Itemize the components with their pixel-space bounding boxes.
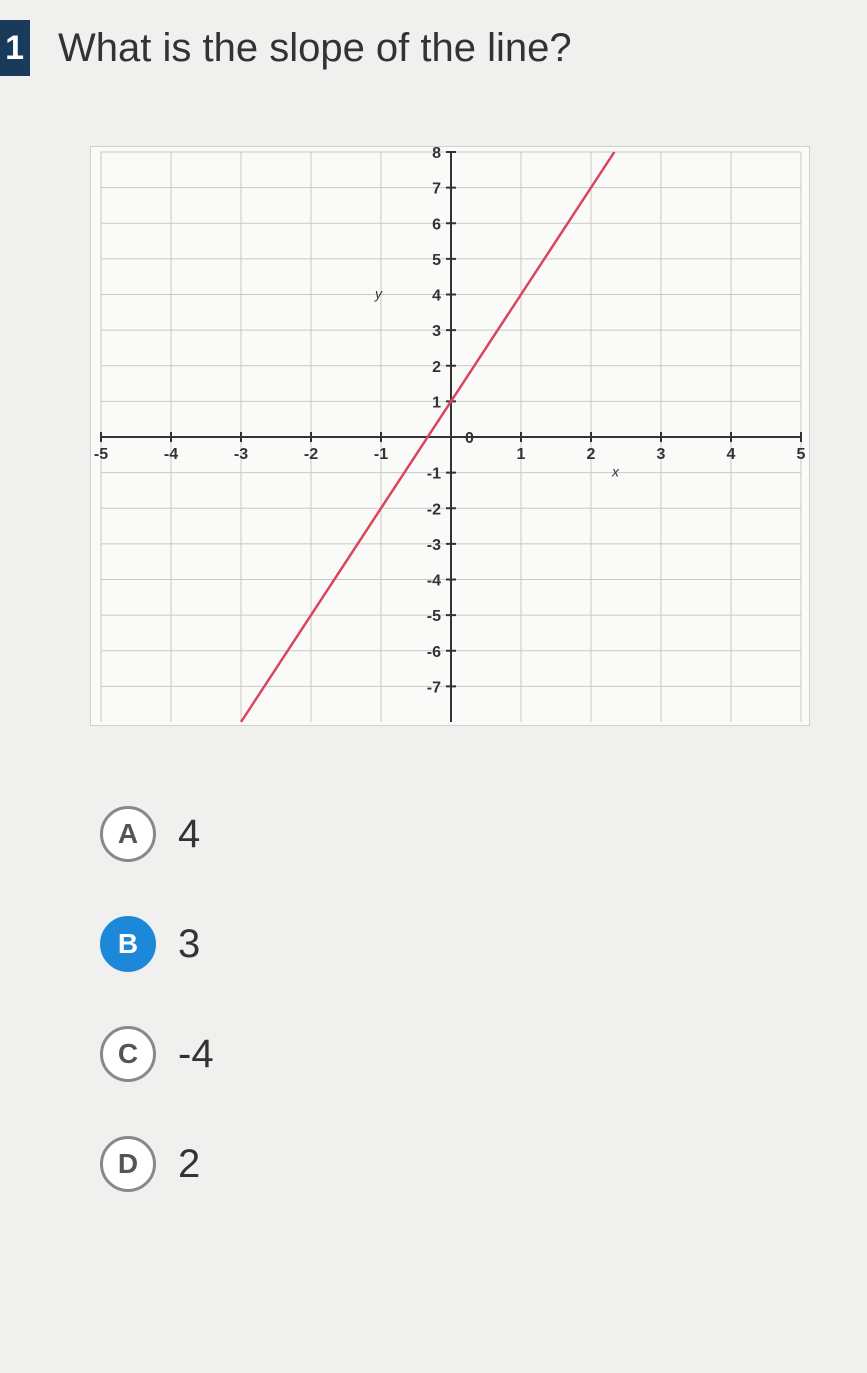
svg-text:-5: -5 [427, 608, 441, 625]
svg-text:1: 1 [517, 446, 526, 463]
graph-container: -5 -4 -3 -2 -1 1 2 3 4 5 -7 -6 -5 -4 -3 -2 -1 0 1 2 3 4 5 6 7 8 x y [90, 146, 810, 726]
svg-text:-4: -4 [164, 446, 178, 463]
svg-text:-2: -2 [304, 446, 318, 463]
svg-text:8: 8 [432, 147, 441, 162]
svg-text:4: 4 [432, 288, 441, 305]
svg-text:4: 4 [727, 446, 736, 463]
answer-label-b: 3 [178, 922, 200, 967]
question-number-badge: 1 [0, 20, 30, 76]
svg-text:-3: -3 [234, 446, 248, 463]
svg-text:y: y [374, 286, 383, 302]
answer-circle-c: C [100, 1026, 156, 1082]
svg-text:-4: -4 [427, 573, 441, 590]
answer-label-c: -4 [178, 1032, 214, 1077]
svg-text:-3: -3 [427, 537, 441, 554]
svg-text:-1: -1 [427, 466, 441, 483]
answer-circle-d: D [100, 1136, 156, 1192]
question-text: What is the slope of the line? [58, 26, 572, 71]
svg-text:x: x [611, 464, 620, 480]
answer-circle-b: B [100, 916, 156, 972]
svg-text:-7: -7 [427, 679, 441, 696]
answer-option-c[interactable]: C -4 [100, 1026, 867, 1082]
coordinate-graph: -5 -4 -3 -2 -1 1 2 3 4 5 -7 -6 -5 -4 -3 -2 -1 0 1 2 3 4 5 6 7 8 x y [91, 147, 811, 727]
svg-text:6: 6 [432, 216, 441, 233]
answer-label-d: 2 [178, 1142, 200, 1187]
svg-text:-1: -1 [374, 446, 388, 463]
svg-text:2: 2 [432, 359, 441, 376]
answer-option-d[interactable]: D 2 [100, 1136, 867, 1192]
svg-text:1: 1 [432, 394, 441, 411]
answer-label-a: 4 [178, 812, 200, 857]
svg-text:0: 0 [465, 430, 474, 447]
svg-text:5: 5 [797, 446, 806, 463]
svg-text:3: 3 [657, 446, 666, 463]
svg-text:-6: -6 [427, 644, 441, 661]
answer-circle-a: A [100, 806, 156, 862]
svg-text:3: 3 [432, 323, 441, 340]
answer-list: A 4 B 3 C -4 D 2 [100, 806, 867, 1192]
svg-text:5: 5 [432, 252, 441, 269]
answer-option-a[interactable]: A 4 [100, 806, 867, 862]
svg-text:2: 2 [587, 446, 596, 463]
svg-text:-5: -5 [94, 446, 108, 463]
question-header: 1 What is the slope of the line? [0, 0, 867, 76]
svg-text:7: 7 [432, 181, 441, 198]
answer-option-b[interactable]: B 3 [100, 916, 867, 972]
svg-text:-2: -2 [427, 501, 441, 518]
